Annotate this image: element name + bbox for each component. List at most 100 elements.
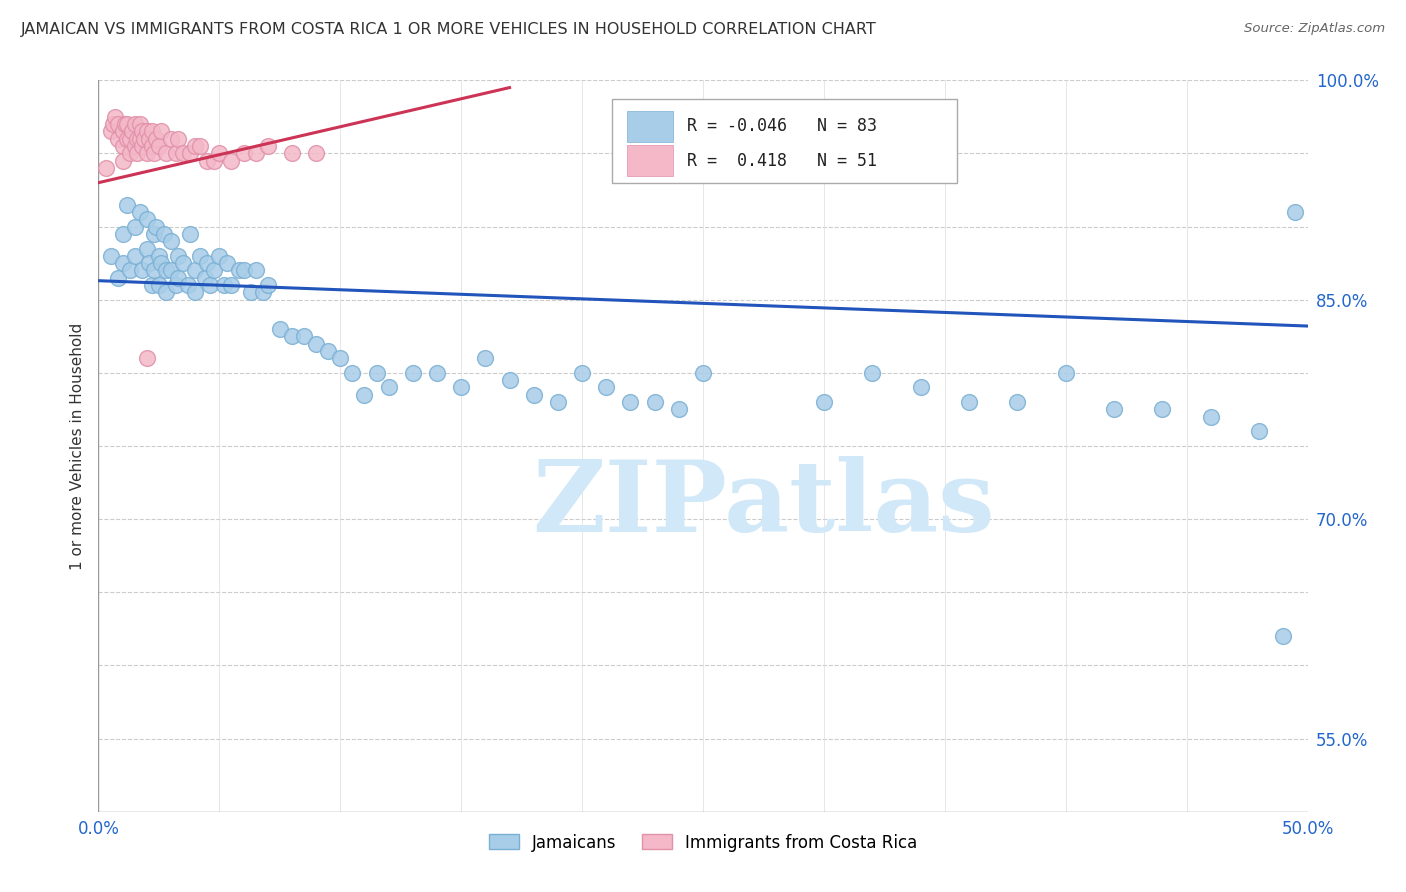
Point xyxy=(128,132,150,146)
Point xyxy=(1007,395,1029,409)
Text: Source: ZipAtlas.com: Source: ZipAtlas.com xyxy=(1244,22,1385,36)
Point xyxy=(692,366,714,380)
Point xyxy=(208,146,231,161)
Point xyxy=(571,366,593,380)
Point xyxy=(256,139,278,153)
Point xyxy=(121,124,143,138)
Point xyxy=(135,212,157,227)
Point xyxy=(111,124,134,138)
Point xyxy=(1199,409,1222,424)
Point xyxy=(474,351,496,366)
Point xyxy=(172,256,194,270)
Point xyxy=(194,270,217,285)
Point xyxy=(232,263,254,277)
Point xyxy=(184,263,207,277)
Point xyxy=(160,132,183,146)
Point xyxy=(118,132,141,146)
Point xyxy=(668,402,690,417)
Point xyxy=(1272,629,1295,643)
Point xyxy=(127,146,149,161)
Point xyxy=(184,285,207,300)
Point xyxy=(128,205,150,219)
Point xyxy=(107,132,129,146)
Point xyxy=(143,146,166,161)
Point xyxy=(179,146,201,161)
Point xyxy=(252,285,274,300)
Point xyxy=(155,263,177,277)
Point xyxy=(215,256,238,270)
Point xyxy=(111,153,134,168)
Point xyxy=(498,373,520,387)
Point xyxy=(124,249,146,263)
Point xyxy=(195,256,218,270)
Point xyxy=(160,263,183,277)
Point xyxy=(305,336,328,351)
Point xyxy=(256,278,278,293)
Point xyxy=(329,351,352,366)
Point xyxy=(111,256,134,270)
Bar xyxy=(627,145,673,176)
Point xyxy=(353,388,375,402)
Point xyxy=(117,197,139,211)
Point xyxy=(208,249,231,263)
Point xyxy=(221,278,243,293)
Point xyxy=(104,110,127,124)
Point xyxy=(188,249,211,263)
Point xyxy=(114,117,136,131)
Point xyxy=(135,124,157,138)
Point xyxy=(204,153,226,168)
Point xyxy=(269,322,291,336)
Point xyxy=(281,329,304,343)
Point xyxy=(145,219,167,234)
Point xyxy=(111,227,134,241)
Point xyxy=(100,249,122,263)
Point xyxy=(450,380,472,394)
Point xyxy=(957,395,980,409)
Point xyxy=(117,132,139,146)
Point xyxy=(366,366,388,380)
Point xyxy=(221,153,243,168)
Point xyxy=(184,139,207,153)
Text: JAMAICAN VS IMMIGRANTS FROM COSTA RICA 1 OR MORE VEHICLES IN HOUSEHOLD CORRELATI: JAMAICAN VS IMMIGRANTS FROM COSTA RICA 1… xyxy=(21,22,877,37)
Point xyxy=(131,124,153,138)
Point xyxy=(131,139,153,153)
Point xyxy=(523,388,546,402)
Text: R = -0.046   N = 83: R = -0.046 N = 83 xyxy=(688,118,877,136)
Point xyxy=(204,263,226,277)
Point xyxy=(644,395,666,409)
Point xyxy=(155,285,177,300)
Point xyxy=(148,249,170,263)
Point xyxy=(127,132,149,146)
Point xyxy=(135,242,157,256)
Legend: Jamaicans, Immigrants from Costa Rica: Jamaicans, Immigrants from Costa Rica xyxy=(482,827,924,858)
Point xyxy=(124,219,146,234)
Point xyxy=(101,117,124,131)
Point xyxy=(188,139,211,153)
Point xyxy=(111,139,134,153)
Point xyxy=(305,146,328,161)
Point xyxy=(195,153,218,168)
Point xyxy=(141,124,163,138)
Point xyxy=(150,256,173,270)
Point xyxy=(107,117,129,131)
Point xyxy=(143,263,166,277)
Point xyxy=(135,351,157,366)
Point xyxy=(135,146,157,161)
Point xyxy=(145,132,167,146)
Bar xyxy=(627,111,673,142)
Point xyxy=(292,329,315,343)
Point xyxy=(198,278,221,293)
Point xyxy=(316,343,339,358)
Point xyxy=(402,366,425,380)
Point xyxy=(141,278,163,293)
Point xyxy=(595,380,617,394)
Point xyxy=(118,263,141,277)
Point xyxy=(245,263,267,277)
Point xyxy=(165,146,187,161)
Point xyxy=(131,263,153,277)
Point xyxy=(172,146,194,161)
Point xyxy=(148,278,170,293)
Point xyxy=(813,395,835,409)
Y-axis label: 1 or more Vehicles in Household: 1 or more Vehicles in Household xyxy=(69,322,84,570)
Point xyxy=(1054,366,1077,380)
